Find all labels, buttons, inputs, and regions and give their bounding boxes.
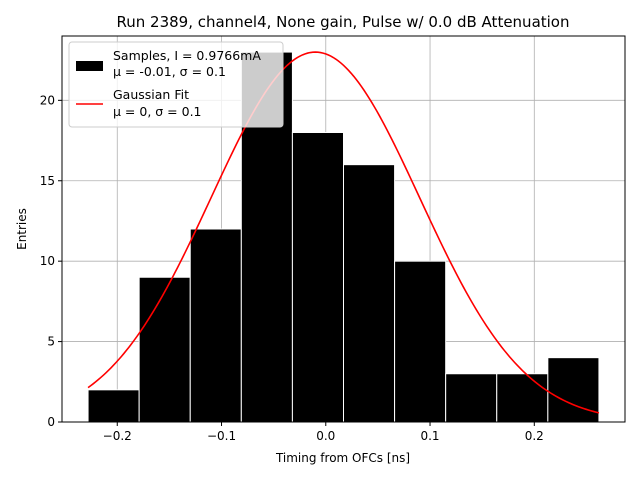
chart-title: Run 2389, channel4, None gain, Pulse w/ … bbox=[117, 13, 570, 31]
legend-box bbox=[68, 41, 284, 128]
histogram-bar bbox=[547, 357, 600, 423]
histogram-bar bbox=[445, 373, 498, 423]
y-tick-label: 20 bbox=[40, 93, 55, 107]
x-tick-label: −0.2 bbox=[103, 429, 132, 443]
legend-samples-stats: μ = -0.01, σ = 0.1 bbox=[113, 64, 226, 79]
legend: Samples, I = 0.9766mA μ = -0.01, σ = 0.1… bbox=[68, 41, 284, 128]
histogram-bar bbox=[87, 389, 140, 423]
histogram-bar bbox=[138, 276, 191, 423]
x-axis-ticks: −0.2 −0.1 0.0 0.1 0.2 bbox=[103, 422, 544, 443]
x-tick-label: 0.2 bbox=[525, 429, 544, 443]
gaussian-fit-line bbox=[87, 51, 600, 414]
legend-samples-label: Samples, I = 0.9766mA bbox=[113, 48, 261, 63]
histogram-bar bbox=[343, 164, 396, 423]
histogram-bar bbox=[496, 373, 549, 423]
x-tick-label: 0.1 bbox=[420, 429, 439, 443]
y-axis-label: Entries bbox=[15, 208, 29, 250]
x-axis-label: Timing from OFCs [ns] bbox=[275, 451, 410, 465]
histogram-bar bbox=[394, 260, 447, 423]
legend-fit-stats: μ = 0, σ = 0.1 bbox=[113, 104, 202, 119]
histogram-bar bbox=[189, 228, 242, 423]
y-tick-label: 5 bbox=[47, 335, 55, 349]
y-axis-ticks: 0 5 10 15 20 bbox=[40, 93, 62, 429]
x-tick-label: 0.0 bbox=[316, 429, 335, 443]
plot-frame bbox=[61, 35, 626, 423]
x-tick-label: −0.1 bbox=[207, 429, 236, 443]
legend-fit-label: Gaussian Fit bbox=[113, 87, 189, 102]
histogram-bar bbox=[291, 132, 344, 423]
legend-samples-swatch bbox=[76, 61, 103, 71]
y-tick-label: 0 bbox=[47, 415, 55, 429]
y-tick-label: 15 bbox=[40, 174, 55, 188]
y-tick-label: 10 bbox=[40, 254, 55, 268]
